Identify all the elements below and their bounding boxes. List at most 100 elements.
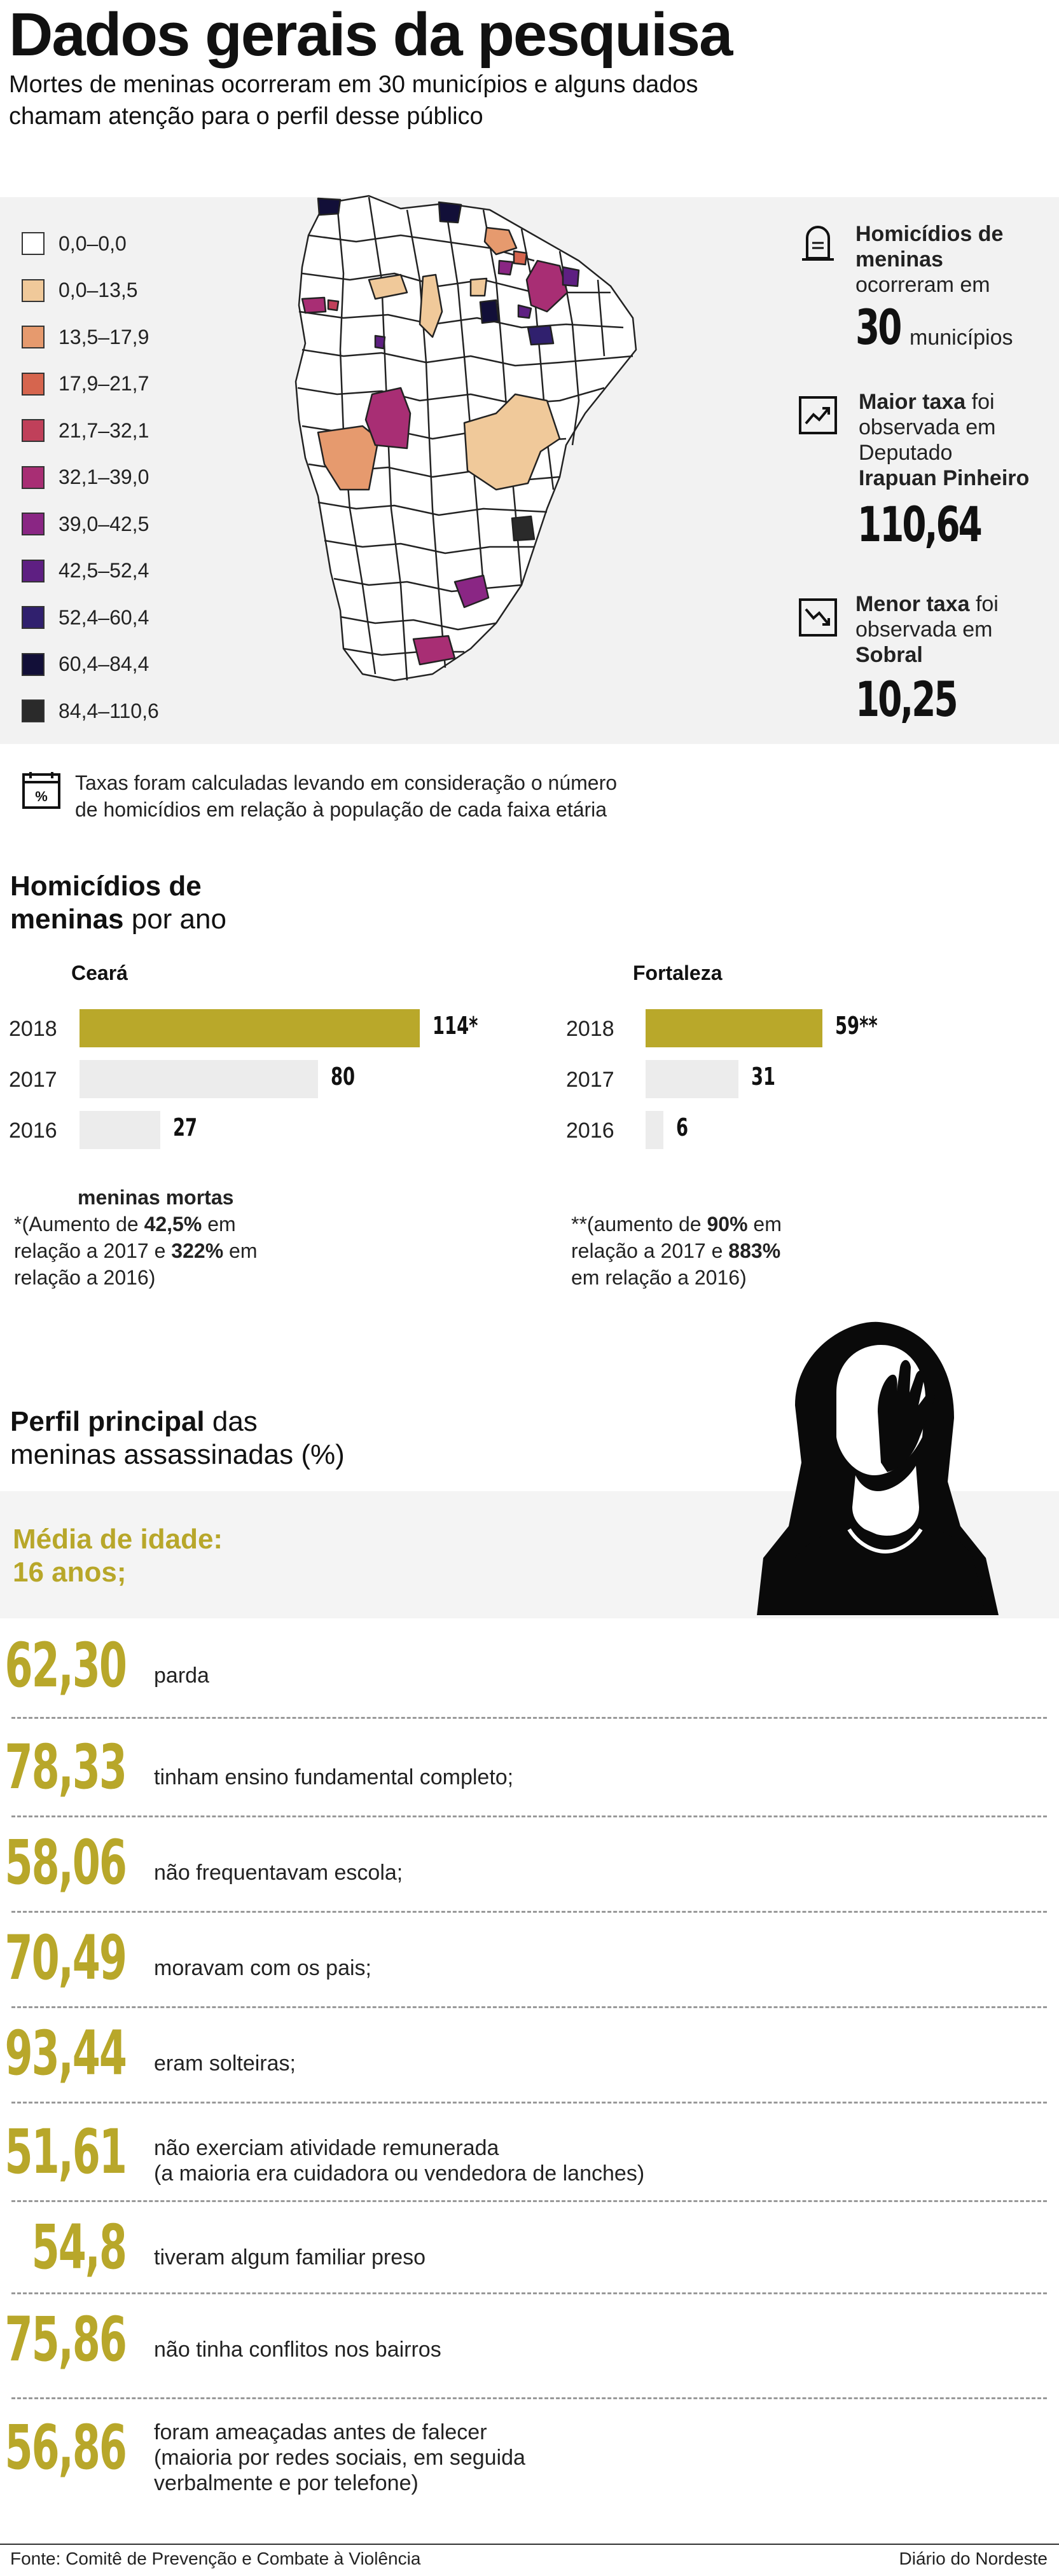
fortaleza-note-p2: em bbox=[747, 1213, 782, 1236]
homicides-title-bold: meninas bbox=[10, 904, 124, 935]
chart-title: Ceará bbox=[71, 961, 128, 984]
ceara-note-p5: relação a 2016) bbox=[14, 1266, 156, 1289]
legend-item: 39,0–42,5 bbox=[22, 509, 149, 539]
profile-percentage: 75,86 bbox=[4, 2304, 127, 2375]
profile-label-line: parda bbox=[154, 1663, 209, 1688]
dashed-divider bbox=[11, 1815, 1047, 1817]
legend-label: 39,0–42,5 bbox=[59, 512, 149, 535]
page-title: Dados gerais da pesquisa bbox=[9, 1, 733, 69]
profile-title-bold: Perfil principal bbox=[10, 1406, 205, 1437]
dashed-divider bbox=[11, 1717, 1047, 1719]
bar-2017 bbox=[646, 1060, 738, 1098]
legend-label: 52,4–60,4 bbox=[59, 605, 149, 629]
homicides-title-rest: por ano bbox=[123, 904, 226, 935]
legend-label: 84,4–110,6 bbox=[59, 699, 159, 722]
legend-item: 52,4–60,4 bbox=[22, 603, 149, 632]
homicides-title-line1: Homicídios de bbox=[10, 871, 202, 902]
profile-label-line: verbalmente e por telefone) bbox=[154, 2471, 419, 2495]
profile-percentage: 56,86 bbox=[4, 2412, 127, 2483]
stat-homicides-line3: ocorreram em bbox=[855, 273, 990, 297]
legend-swatch bbox=[22, 232, 45, 255]
bar-value-label: 31 bbox=[751, 1063, 776, 1091]
girl-covering-face-illustration bbox=[757, 1321, 999, 1615]
profile-label-line: eram solteiras; bbox=[154, 2051, 296, 2076]
chart-title: Fortaleza bbox=[633, 961, 723, 984]
legend-label: 13,5–17,9 bbox=[59, 325, 149, 348]
stat-homicides-number-row: 30 municípios bbox=[855, 299, 1013, 355]
legend-label: 21,7–32,1 bbox=[59, 418, 149, 442]
profile-percentage: 51,61 bbox=[4, 2116, 127, 2187]
municipality-purple-w bbox=[374, 334, 386, 350]
profile-label-line: tiveram algum familiar preso bbox=[154, 2245, 426, 2269]
legend-label: 32,1–39,0 bbox=[59, 465, 149, 488]
municipality-coral-ne bbox=[483, 226, 518, 256]
profile-label: não frequentavam escola; bbox=[154, 1860, 403, 1885]
municipality-violet-s bbox=[453, 574, 490, 609]
profile-label: não exerciam atividade remunerada (a maio… bbox=[154, 2135, 644, 2186]
profile-title-line2: meninas assassinadas (%) bbox=[10, 1439, 345, 1470]
municipality-coral-w bbox=[317, 425, 380, 491]
profile-label-line: (maioria por redes sociais, em seguida bbox=[154, 2446, 525, 2470]
stat-max-place: Irapuan Pinheiro bbox=[859, 466, 1030, 490]
profile-label-line: não frequentavam escola; bbox=[154, 1861, 403, 1885]
bar-2018 bbox=[80, 1009, 420, 1047]
rate-note: Taxas foram calculadas levando em consid… bbox=[75, 769, 617, 823]
legend-swatch bbox=[22, 513, 45, 535]
average-age-value: 16 anos; bbox=[13, 1557, 127, 1588]
legend-label: 17,9–21,7 bbox=[59, 372, 149, 395]
profile-section-title: Perfil principal das meninas assassinada… bbox=[10, 1405, 345, 1471]
legend-label: 42,5–52,4 bbox=[59, 559, 149, 582]
profile-label: moravam com os pais; bbox=[154, 1955, 371, 1981]
municipality-dark-ne3 bbox=[527, 324, 555, 346]
municipality-peach-nw bbox=[368, 273, 408, 300]
stat-min-line2: observada em bbox=[855, 617, 993, 642]
municipality-dark-ne2 bbox=[479, 299, 500, 324]
year-label: 2018 bbox=[566, 1017, 614, 1041]
legend-swatch bbox=[22, 279, 45, 302]
stat-max-bold: Maior taxa bbox=[859, 390, 966, 414]
year-label: 2017 bbox=[566, 1068, 614, 1092]
profile-percentage: 58,06 bbox=[4, 1827, 127, 1898]
bar-2016 bbox=[80, 1111, 160, 1149]
municipality-peach-n2 bbox=[469, 277, 488, 297]
ceara-series-label: meninas mortas bbox=[78, 1186, 234, 1209]
rate-note-line1: Taxas foram calculadas levando em consid… bbox=[75, 771, 618, 794]
stat-min-bold: Menor taxa bbox=[855, 592, 970, 616]
municipality-orange-ne bbox=[513, 250, 528, 266]
profile-label-line: tinham ensino fundamental completo; bbox=[154, 1765, 514, 1789]
legend-swatch bbox=[22, 465, 45, 489]
fortaleza-note: **(aumento de 90% em relação a 2017 e 88… bbox=[571, 1211, 782, 1291]
profile-label-line: foram ameaçadas antes de falecer bbox=[154, 2420, 487, 2444]
profile-label: parda bbox=[154, 1663, 209, 1688]
stat-min-text: Menor taxa foi observada em Sobral bbox=[855, 591, 999, 668]
profile-label: foram ameaçadas antes de falecer (maioria… bbox=[154, 2420, 525, 2496]
legend-item: 0,0–13,5 bbox=[22, 276, 138, 305]
profile-label: eram solteiras; bbox=[154, 2051, 296, 2076]
stat-homicides-line1: Homicídios de bbox=[855, 222, 1004, 246]
profile-percentage: 62,30 bbox=[4, 1630, 127, 1701]
rate-note-line2: de homicídios em relação à população de … bbox=[75, 798, 607, 821]
bar-value-label: 27 bbox=[173, 1113, 198, 1141]
municipality-darkest-c bbox=[511, 515, 536, 542]
dashed-divider bbox=[11, 2006, 1047, 2008]
legend-swatch bbox=[22, 606, 45, 629]
year-label: 2016 bbox=[566, 1119, 614, 1143]
trend-up-icon bbox=[799, 396, 837, 434]
dashed-divider bbox=[11, 2397, 1047, 2399]
municipality-violet-ne bbox=[497, 259, 514, 276]
ceara-note-p2: em bbox=[202, 1213, 236, 1236]
fortaleza-note-p3: relação a 2017 e bbox=[571, 1239, 729, 1262]
bar-value-label: 6 bbox=[676, 1113, 689, 1141]
fortaleza-note-b2: 883% bbox=[728, 1239, 781, 1262]
legend-swatch bbox=[22, 372, 45, 396]
fortaleza-note-p1: **(aumento de bbox=[571, 1213, 707, 1236]
ceara-note-p1: *(Aumento de bbox=[14, 1213, 144, 1236]
stat-homicides-line2: meninas bbox=[855, 247, 943, 272]
legend-swatch bbox=[22, 699, 45, 722]
dashed-divider bbox=[11, 2292, 1047, 2294]
stat-max-line2: observada em bbox=[859, 415, 996, 439]
legend-item: 0,0–0,0 bbox=[22, 229, 127, 258]
legend-swatch bbox=[22, 652, 45, 676]
stat-homicides-unit: municípios bbox=[910, 326, 1013, 350]
legend-item: 60,4–84,4 bbox=[22, 650, 149, 679]
